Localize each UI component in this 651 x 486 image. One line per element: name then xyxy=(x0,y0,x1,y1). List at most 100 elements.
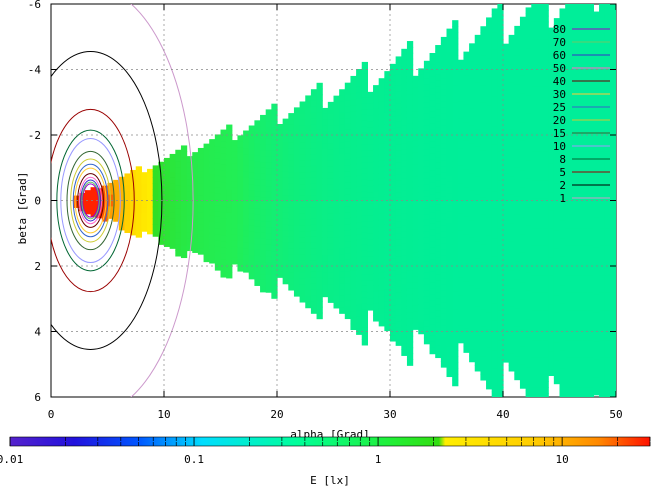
heatmap-cell xyxy=(593,188,600,195)
heatmap-cell xyxy=(356,328,363,335)
heatmap-cell xyxy=(531,222,538,229)
heatmap-cell xyxy=(519,134,527,142)
heatmap-cell xyxy=(186,191,193,198)
heatmap-cell xyxy=(497,163,504,170)
heatmap-cell xyxy=(593,377,600,384)
heatmap-cell xyxy=(587,216,594,223)
heatmap-cell xyxy=(429,223,436,231)
heatmap-cell xyxy=(305,183,312,191)
heatmap-cell xyxy=(474,40,481,48)
heatmap-cell xyxy=(525,331,532,339)
heatmap-cell xyxy=(271,268,278,276)
heatmap-cell xyxy=(316,312,323,320)
heatmap-cell xyxy=(339,101,346,108)
heatmap-cell xyxy=(570,186,578,194)
heatmap-cell xyxy=(192,222,199,230)
heatmap-cell xyxy=(197,153,205,161)
heatmap-cell xyxy=(435,251,442,258)
heatmap-cell xyxy=(401,149,408,156)
heatmap-cell xyxy=(593,88,600,95)
heatmap-cell xyxy=(322,166,329,174)
heatmap-cell xyxy=(548,228,555,235)
heatmap-cell xyxy=(503,232,510,239)
heatmap-cell xyxy=(288,136,295,144)
heatmap-cell xyxy=(457,101,465,108)
heatmap-cell xyxy=(531,233,538,241)
heatmap-cell xyxy=(429,306,436,313)
heatmap-cell xyxy=(503,273,510,281)
heatmap-cell xyxy=(593,276,600,284)
heatmap-cell xyxy=(169,159,176,167)
heatmap-cell xyxy=(576,286,583,294)
heatmap-cell xyxy=(169,189,176,196)
heatmap-cell xyxy=(164,240,171,247)
heatmap-cell xyxy=(542,281,549,288)
heatmap-cell xyxy=(531,110,538,117)
heatmap-cell xyxy=(440,190,448,197)
heatmap-cell xyxy=(186,173,193,181)
heatmap-cell xyxy=(531,269,538,276)
heatmap-cell xyxy=(542,340,549,347)
heatmap-cell xyxy=(435,98,442,105)
heatmap-cell xyxy=(593,123,600,131)
heatmap-cell xyxy=(514,55,521,62)
heatmap-cell xyxy=(525,278,532,286)
heatmap-cell xyxy=(565,298,572,306)
heatmap-cell xyxy=(435,92,442,99)
heatmap-cell xyxy=(542,210,549,217)
heatmap-cell xyxy=(503,185,510,192)
heatmap-cell xyxy=(486,158,493,166)
heatmap-cell xyxy=(452,297,459,304)
heatmap-cell xyxy=(390,193,397,201)
heatmap-cell xyxy=(90,210,97,218)
heatmap-cell xyxy=(373,208,380,216)
heatmap-cell xyxy=(508,76,515,83)
heatmap-cell xyxy=(316,224,323,231)
heatmap-cell xyxy=(423,166,431,174)
legend-label: 8 xyxy=(559,153,566,166)
heatmap-cell xyxy=(570,92,578,99)
heatmap-cell xyxy=(361,191,368,199)
heatmap-cell xyxy=(406,76,414,83)
heatmap-cell xyxy=(503,132,510,139)
heatmap-cell xyxy=(559,250,566,257)
heatmap-cell xyxy=(480,220,487,228)
heatmap-cell xyxy=(559,326,566,334)
heatmap-cell xyxy=(599,51,606,58)
heatmap-cell xyxy=(209,180,216,187)
heatmap-cell xyxy=(576,310,583,318)
heatmap-cell xyxy=(226,177,233,185)
heatmap-cell xyxy=(452,149,459,157)
heatmap-cell xyxy=(130,187,137,195)
heatmap-cell xyxy=(570,192,578,200)
heatmap-cell xyxy=(333,254,340,262)
heatmap-cell xyxy=(486,82,493,89)
heatmap-cell xyxy=(446,305,453,313)
heatmap-cell xyxy=(604,281,611,288)
heatmap-cell xyxy=(209,139,216,146)
heatmap-cell xyxy=(378,207,385,215)
heatmap-cell xyxy=(395,286,402,293)
heatmap-cell xyxy=(508,353,515,360)
heatmap-cell xyxy=(333,119,340,126)
heatmap-cell xyxy=(531,27,538,35)
heatmap-cell xyxy=(548,151,555,158)
heatmap-cell xyxy=(344,306,352,314)
heatmap-cell xyxy=(339,154,346,161)
heatmap-cell xyxy=(531,387,538,394)
heatmap-cell xyxy=(480,73,487,80)
heatmap-cell xyxy=(197,242,205,249)
heatmap-cell xyxy=(293,113,301,120)
heatmap-cell xyxy=(503,102,510,110)
heatmap-cell xyxy=(203,190,210,198)
heatmap-cell xyxy=(463,151,470,159)
heatmap-cell xyxy=(480,320,487,328)
heatmap-cell xyxy=(401,78,408,85)
heatmap-cell xyxy=(175,173,182,180)
heatmap-cell xyxy=(519,111,527,118)
heatmap-cell xyxy=(305,242,312,250)
heatmap-cell xyxy=(339,136,346,143)
heatmap-cell xyxy=(610,310,616,318)
heatmap-cell xyxy=(604,9,611,17)
heatmap-cell xyxy=(390,323,397,330)
